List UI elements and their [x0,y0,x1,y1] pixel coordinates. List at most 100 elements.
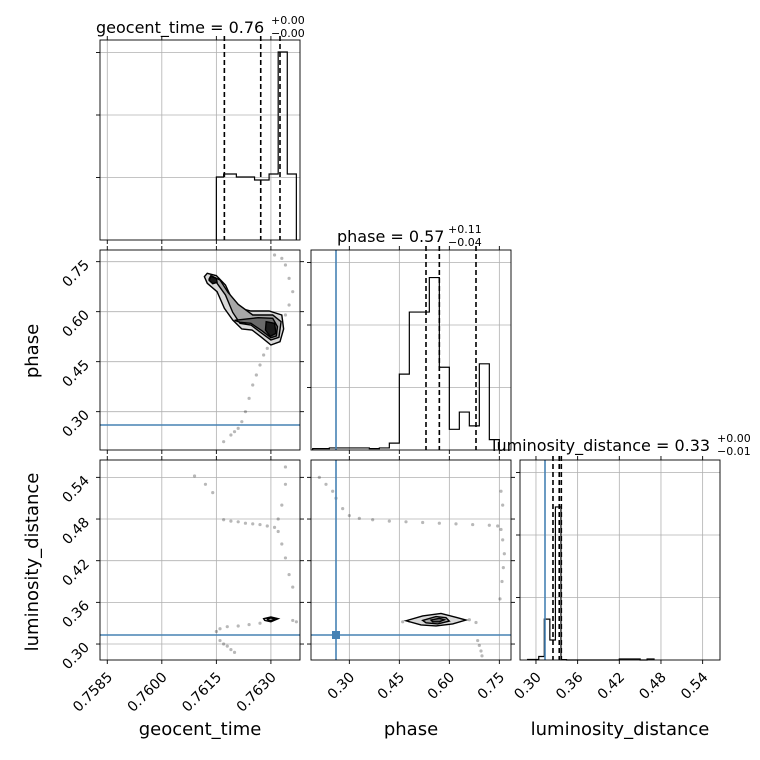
scatter-geocent-time-vs-phase-sample-19 [283,263,288,267]
scatter-geocent-time-vs-phase-content [100,253,300,444]
scatter-geocent-time-vs-phase-sample-0 [222,440,226,444]
scatter-geocent-time-vs-luminosity-distance-sample-23 [229,647,233,652]
y-axis-label-phase: phase [22,324,43,378]
hist-geocent-time-frame [99,39,301,241]
scatter-phase-vs-luminosity-distance-contour-2 [429,617,447,623]
scatter-geocent-time-vs-phase-sample-6 [247,396,251,400]
scatter-phase-vs-luminosity-distance-sample-5 [347,513,351,518]
scatter-geocent-time-vs-phase-sample-10 [262,353,266,357]
scatter-phase-vs-luminosity-distance-sample-19 [501,566,505,570]
scatter-geocent-time-vs-luminosity-distance-sample-25 [214,629,218,634]
scatter-geocent-time-vs-luminosity-distance-content [100,465,300,654]
scatter-phase-vs-luminosity-distance-sample-18 [502,552,506,556]
scatter-geocent-time-vs-luminosity-distance-sample-22 [225,644,229,648]
x-axis-label-geocent-time: geocent_time [139,719,262,740]
x-axis-label-luminosity-distance: luminosity_distance [531,719,710,740]
scatter-phase-vs-luminosity-distance-sample-31 [474,620,478,625]
scatter-geocent-time-vs-luminosity-distance-contour-1 [266,617,277,622]
scatter-phase-vs-luminosity-distance-sample-17 [501,538,505,542]
scatter-geocent-time-vs-luminosity-distance-sample-30 [258,621,262,625]
scatter-phase-vs-luminosity-distance-sample-16 [499,527,503,532]
scatter-geocent-time-vs-phase-frame [99,249,301,451]
scatter-geocent-time-vs-phase-sample-18 [287,276,291,280]
scatter-geocent-time-vs-luminosity-distance-sample-20 [218,638,222,643]
scatter-geocent-time-vs-luminosity-distance-sample-12 [280,542,284,546]
title-luminosity-distance: luminosity_distance = 0.33 [492,436,710,456]
scatter-geocent-time-vs-luminosity-distance-sample-10 [272,525,277,529]
scatter-phase-vs-luminosity-distance-sample-30 [467,618,471,622]
title-geocent-time-sub: −0.00 [271,27,305,40]
scatter-phase-vs-luminosity-distance-sample-25 [477,643,481,648]
scatter-geocent-time-vs-phase-sample-16 [287,303,291,307]
title-phase: phase = 0.57 [337,227,444,246]
scatter-geocent-time-vs-luminosity-distance-sample-11 [276,529,280,534]
scatter-geocent-time-vs-phase-sample-8 [254,373,258,377]
scatter-phase-vs-luminosity-distance-sample-27 [480,654,484,658]
scatter-geocent-time-vs-phase-sample-17 [291,290,295,294]
title-geocent-time: geocent_time = 0.76 [96,18,264,38]
hist-phase-frame [310,249,512,451]
title-phase-sup: +0.11 [448,223,482,236]
scatter-geocent-time-vs-luminosity-distance-sample-2 [211,491,215,495]
scatter-geocent-time-vs-luminosity-distance-sample-27 [225,625,229,629]
hist-phase-steps [312,276,500,450]
scatter-geocent-time-vs-phase-sample-9 [258,363,262,367]
scatter-phase-vs-luminosity-distance-sample-12 [454,522,458,526]
scatter-geocent-time-vs-phase-sample-15 [283,313,288,317]
scatter-phase-vs-luminosity-distance-sample-21 [498,597,502,601]
title-geocent-time-sup: +0.00 [271,14,305,27]
scatter-geocent-time-vs-phase-contour-3 [208,275,218,285]
scatter-geocent-time-vs-luminosity-distance-sample-16 [276,517,280,521]
scatter-phase-vs-luminosity-distance-sample-0 [317,475,321,479]
scatter-geocent-time-vs-luminosity-distance-sample-7 [251,522,255,526]
scatter-geocent-time-vs-phase-sample-7 [251,383,255,387]
scatter-geocent-time-vs-luminosity-distance-sample-9 [265,524,269,528]
scatter-geocent-time-vs-luminosity-distance-sample-18 [283,482,288,486]
scatter-geocent-time-vs-luminosity-distance-sample-1 [203,482,208,486]
scatter-geocent-time-vs-phase-sample-11 [265,346,269,350]
scatter-geocent-time-vs-phase-sample-3 [236,426,240,430]
scatter-phase-vs-luminosity-distance-sample-20 [500,579,504,584]
scatter-phase-vs-luminosity-distance-frame [310,459,512,661]
scatter-geocent-time-vs-luminosity-distance-sample-28 [236,624,240,628]
hist-luminosity-distance-frame [519,459,721,661]
scatter-geocent-time-vs-luminosity-distance-sample-14 [287,572,291,577]
scatter-geocent-time-vs-phase-sample-4 [240,420,244,424]
scatter-phase-vs-luminosity-distance-sample-23 [501,503,505,507]
scatter-geocent-time-vs-phase-sample-20 [280,256,284,260]
scatter-geocent-time-vs-luminosity-distance-sample-3 [222,518,226,522]
scatter-phase-vs-luminosity-distance-sample-26 [479,649,483,653]
title-luminosity-distance-sub: −0.01 [717,445,751,458]
scatter-geocent-time-vs-phase-sample-21 [272,253,277,257]
scatter-phase-vs-luminosity-distance-sample-13 [471,522,475,527]
scatter-geocent-time-vs-phase-contour-4 [264,320,277,338]
scatter-geocent-time-vs-luminosity-distance-sample-21 [222,642,226,646]
scatter-geocent-time-vs-luminosity-distance-sample-17 [280,503,284,507]
scatter-phase-vs-luminosity-distance-sample-9 [404,520,408,524]
scatter-phase-vs-luminosity-distance-sample-22 [499,489,503,493]
scatter-phase-vs-luminosity-distance-sample-4 [341,507,345,511]
scatter-phase-vs-luminosity-distance-sample-8 [387,519,391,523]
scatter-geocent-time-vs-luminosity-distance-sample-0 [192,474,197,478]
scatter-geocent-time-vs-luminosity-distance-sample-15 [291,585,295,589]
scatter-geocent-time-vs-luminosity-distance-sample-24 [232,650,237,654]
scatter-phase-vs-luminosity-distance-sample-6 [357,516,361,520]
title-luminosity-distance-sup: +0.00 [717,432,751,445]
scatter-geocent-time-vs-luminosity-distance-frame [99,459,301,661]
scatter-phase-vs-luminosity-distance-sample-11 [437,521,441,525]
title-phase-sub: −0.04 [448,236,482,249]
scatter-phase-vs-luminosity-distance-sample-15 [496,524,500,528]
scatter-geocent-time-vs-luminosity-distance-sample-13 [283,556,288,560]
scatter-geocent-time-vs-luminosity-distance-sample-8 [258,522,262,527]
scatter-phase-vs-luminosity-distance-truth-marker [332,631,340,639]
scatter-phase-vs-luminosity-distance-sample-10 [421,520,425,525]
scatter-phase-vs-luminosity-distance-sample-29 [401,620,405,624]
scatter-geocent-time-vs-phase-sample-5 [243,410,248,414]
scatter-phase-vs-luminosity-distance-sample-1 [324,482,328,486]
x-axis-label-phase: phase [384,719,438,740]
scatter-geocent-time-vs-phase-sample-2 [232,430,237,434]
scatter-geocent-time-vs-luminosity-distance-sample-6 [243,521,248,525]
scatter-geocent-time-vs-luminosity-distance-sample-26 [218,627,222,631]
scatter-phase-vs-luminosity-distance-content [311,460,511,660]
